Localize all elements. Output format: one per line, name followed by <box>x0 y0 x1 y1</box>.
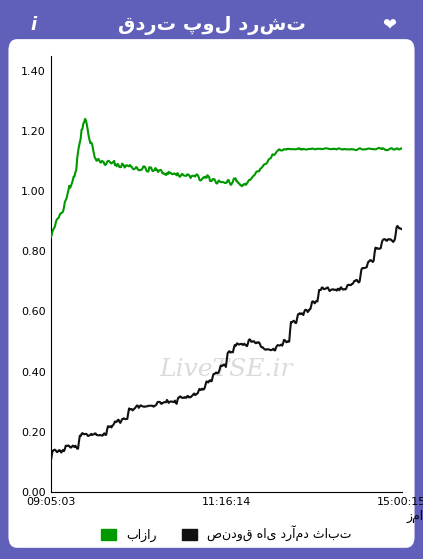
Legend: بازار, صندوق های درآمد ثابت: بازار, صندوق های درآمد ثابت <box>96 520 356 547</box>
Text: LiveTSE.ir: LiveTSE.ir <box>159 358 293 381</box>
Text: i: i <box>31 16 37 34</box>
X-axis label: زمان: زمان <box>406 509 423 523</box>
Text: قدرت پول درشت: قدرت پول درشت <box>118 16 305 35</box>
Text: ❤: ❤ <box>382 16 396 34</box>
